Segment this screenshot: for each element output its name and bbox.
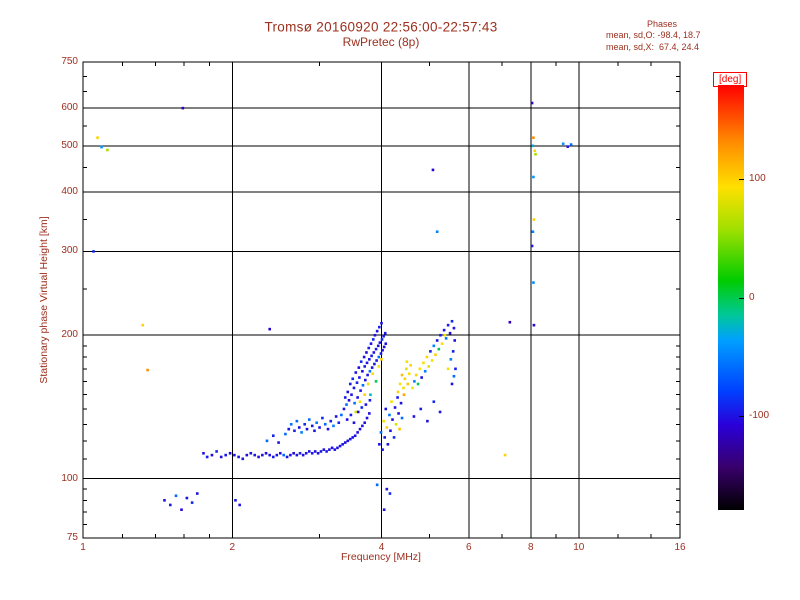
y-tick-label: 300 (61, 245, 78, 257)
x-tick-label: 6 (466, 542, 472, 553)
scatter-points (92, 101, 573, 512)
phase-stats-title: Phases (646, 19, 678, 29)
y-tick-label: 500 (61, 139, 78, 151)
x-tick-label: 16 (674, 542, 686, 553)
colorbar-tick-label: -100 (749, 409, 770, 421)
chart-title: Tromsø 20160920 22:56:00-22:57:43 (264, 19, 498, 35)
y-tick-label: 750 (61, 56, 78, 67)
y-tick-label: 200 (61, 329, 78, 341)
chart-subtitle: RwPretec (8p) (342, 35, 420, 49)
colorbar-tick-mark (739, 297, 744, 299)
gridlines (82, 61, 681, 539)
y-axis-label: Stationary phase Virtual Height [km] (38, 216, 50, 384)
colorbar-tick-label: 100 (749, 173, 766, 185)
y-tick-label: 600 (61, 102, 78, 114)
x-tick-label: 4 (378, 542, 385, 553)
phase-stats: Phases mean, sd,O: -98.4, 18.7 mean, sd,… (606, 19, 718, 53)
y-tick-label: 75 (66, 532, 78, 543)
colorbar-tick-mark (739, 179, 744, 181)
phase-stats-x-mode: mean, sd,X: 67.4, 24.4 (606, 41, 700, 52)
x-tick-label: 8 (527, 542, 534, 553)
y-tick-label: 400 (61, 185, 78, 197)
phase-stats-o-mode: mean, sd,O: -98.4, 18.7 (606, 30, 701, 41)
x-tick-label: 1 (80, 542, 86, 553)
x-tick-label: 2 (229, 542, 236, 553)
colorbar-tick-mark (739, 415, 744, 417)
x-tick-label: 10 (573, 542, 585, 553)
colorbar-tick-label: 0 (749, 291, 755, 303)
y-tick-label: 100 (61, 472, 78, 484)
x-axis-label: Frequency [MHz] (341, 551, 421, 563)
